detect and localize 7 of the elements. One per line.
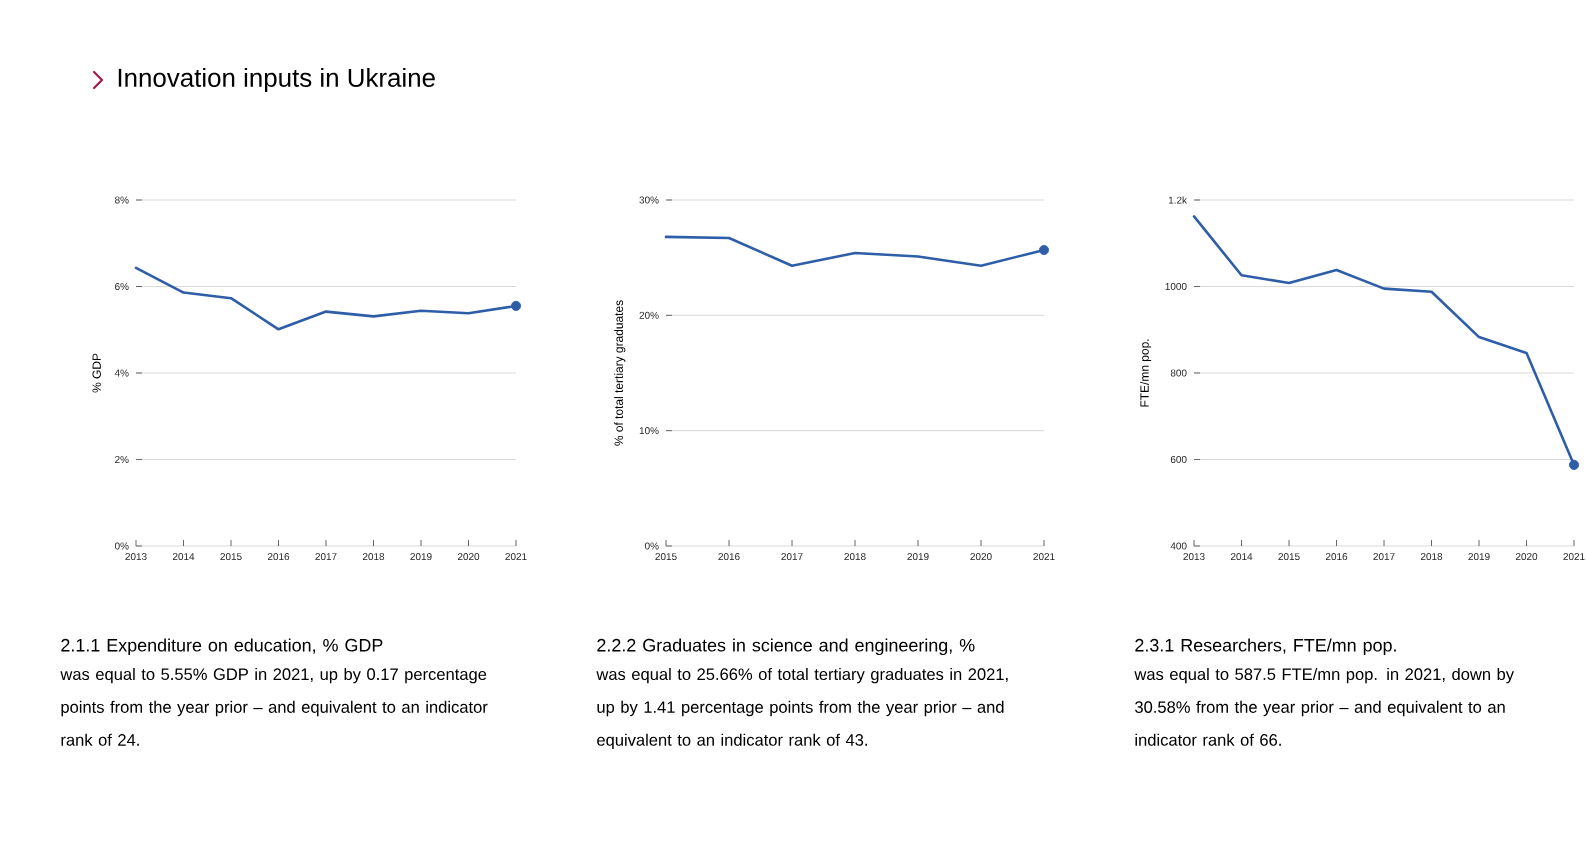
text: was equal to 5.55% GDP in 2021, up by 0.17 percentage points from the year prior – and equivalent to an indicator rank of 24. xyxy=(60,667,488,746)
text: Innovation inputs in Ukraine xyxy=(118,67,435,93)
text: was equal to 25.66% of total tertiary graduates in 2021, up by 1.41 percentage points from the year prior – and equivalent to an indicator rank of 43. xyxy=(596,667,1008,750)
text: 2.3.1 Researchers, FTE/mn pop. xyxy=(1135,638,1396,656)
text: was equal to 587.5 FTE/mn pop. in 2021, down by 30.58% from the year prior – and equivalent to an indicator rank of 66. xyxy=(1134,667,1514,746)
text: 2.2.2 Graduates in science and engineering, % xyxy=(597,638,975,656)
text: 2.1.1 Expenditure on education, % GDP xyxy=(61,638,383,656)
